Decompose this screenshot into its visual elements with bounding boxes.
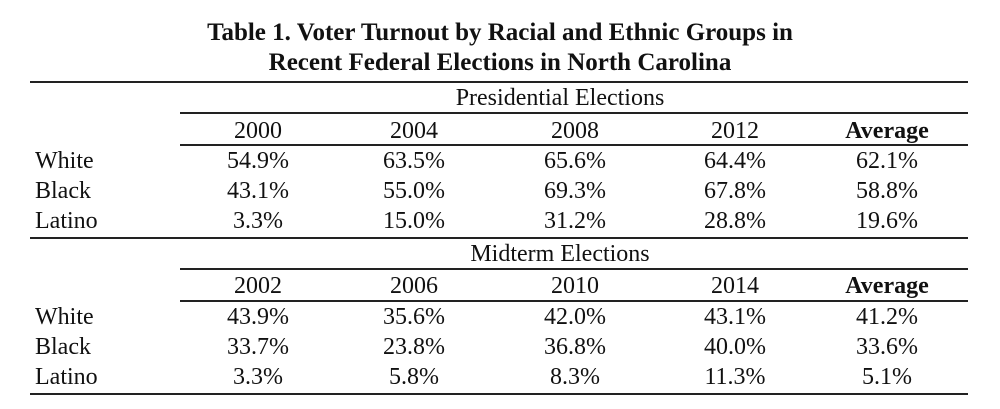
- top-rule: [30, 81, 968, 83]
- midterm-average-header: Average: [845, 273, 929, 299]
- midterm-row-label-latino: Latino: [35, 364, 98, 390]
- midterm-row-label-white: White: [35, 304, 94, 330]
- presidential-black-2000: 43.1%: [227, 178, 289, 204]
- bottom-rule: [30, 393, 968, 395]
- midterm-year-4: 2014: [711, 273, 759, 299]
- presidential-header-rule: [180, 144, 968, 146]
- presidential-year-4: 2012: [711, 118, 759, 144]
- midterm-black-2006: 23.8%: [383, 334, 445, 360]
- midterm-latino-2010: 8.3%: [550, 364, 600, 390]
- midterm-year-2: 2006: [390, 273, 438, 299]
- midterm-latino-2002: 3.3%: [233, 364, 283, 390]
- midterm-white-2010: 42.0%: [544, 304, 606, 330]
- midterm-year-3: 2010: [551, 273, 599, 299]
- presidential-row-label-white: White: [35, 148, 94, 174]
- presidential-average-header: Average: [845, 118, 929, 144]
- presidential-black-2008: 69.3%: [544, 178, 606, 204]
- presidential-white-average: 62.1%: [856, 148, 918, 174]
- presidential-latino-2012: 28.8%: [704, 208, 766, 234]
- midterm-latino-average: 5.1%: [862, 364, 912, 390]
- midterm-white-average: 41.2%: [856, 304, 918, 330]
- section-divider-rule: [30, 237, 968, 239]
- presidential-rule: [180, 112, 968, 114]
- presidential-row-label-latino: Latino: [35, 208, 98, 234]
- presidential-black-2004: 55.0%: [383, 178, 445, 204]
- presidential-white-2012: 64.4%: [704, 148, 766, 174]
- presidential-black-2012: 67.8%: [704, 178, 766, 204]
- midterm-header-rule: [180, 300, 968, 302]
- presidential-white-2008: 65.6%: [544, 148, 606, 174]
- presidential-black-average: 58.8%: [856, 178, 918, 204]
- presidential-latino-average: 19.6%: [856, 208, 918, 234]
- midterm-black-2002: 33.7%: [227, 334, 289, 360]
- presidential-latino-2004: 15.0%: [383, 208, 445, 234]
- midterm-white-2002: 43.9%: [227, 304, 289, 330]
- midterm-row-label-black: Black: [35, 334, 91, 360]
- presidential-latino-2000: 3.3%: [233, 208, 283, 234]
- midterm-black-average: 33.6%: [856, 334, 918, 360]
- midterm-black-2010: 36.8%: [544, 334, 606, 360]
- midterm-year-1: 2002: [234, 273, 282, 299]
- table-title-line-1: Table 1. Voter Turnout by Racial and Eth…: [207, 19, 793, 46]
- midterm-white-2014: 43.1%: [704, 304, 766, 330]
- presidential-heading: Presidential Elections: [455, 85, 665, 111]
- presidential-white-2004: 63.5%: [383, 148, 445, 174]
- midterm-latino-2014: 11.3%: [704, 364, 766, 390]
- presidential-white-2000: 54.9%: [227, 148, 289, 174]
- table-title-line-2: Recent Federal Elections in North Caroli…: [268, 49, 732, 76]
- midterm-black-2014: 40.0%: [704, 334, 766, 360]
- midterm-rule: [180, 268, 968, 270]
- midterm-white-2006: 35.6%: [383, 304, 445, 330]
- presidential-year-3: 2008: [551, 118, 599, 144]
- midterm-latino-2006: 5.8%: [389, 364, 439, 390]
- presidential-row-label-black: Black: [35, 178, 91, 204]
- presidential-year-1: 2000: [234, 118, 282, 144]
- presidential-latino-2008: 31.2%: [544, 208, 606, 234]
- midterm-heading: Midterm Elections: [470, 241, 650, 267]
- presidential-year-2: 2004: [390, 118, 438, 144]
